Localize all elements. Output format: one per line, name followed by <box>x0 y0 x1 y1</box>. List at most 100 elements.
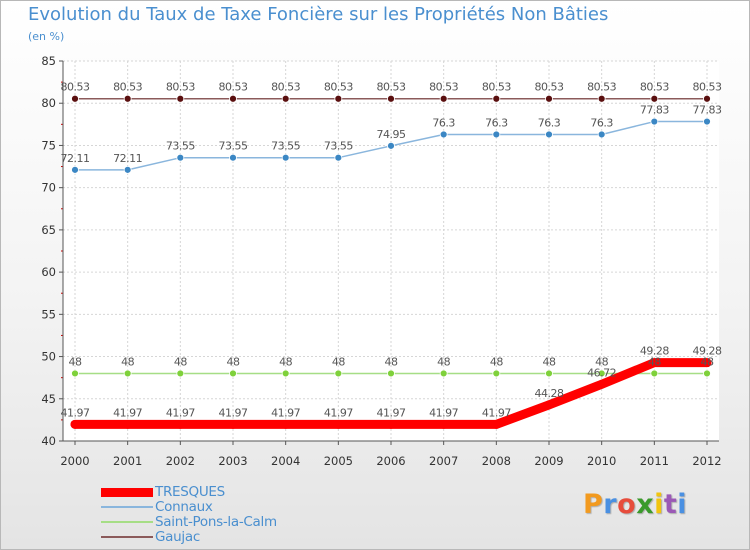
data-point <box>492 369 501 378</box>
data-label: 48 <box>490 355 503 368</box>
chart-unit-label: (en %) <box>28 30 65 43</box>
legend-label: TRESQUES <box>155 484 225 500</box>
data-label: 72.11 <box>113 152 142 165</box>
brand-logo: Proxiti <box>583 489 687 520</box>
data-point <box>176 94 185 103</box>
x-tick-label: 2005 <box>324 454 353 468</box>
data-label: 80.53 <box>377 81 406 94</box>
data-point <box>703 369 711 378</box>
data-point <box>71 165 79 174</box>
data-point <box>387 141 395 150</box>
x-tick-label: 2008 <box>482 454 511 468</box>
legend-swatch <box>101 536 153 538</box>
x-tick-label: 2010 <box>587 454 616 468</box>
brand-letter: o <box>617 489 637 520</box>
data-label: 73.55 <box>166 140 195 153</box>
data-label: 48 <box>648 355 661 368</box>
x-tick-label: 2012 <box>692 454 721 468</box>
data-point <box>597 130 606 139</box>
data-label: 41.97 <box>166 406 195 419</box>
data-point <box>281 419 291 429</box>
data-label: 41.97 <box>482 406 511 419</box>
data-point <box>229 94 237 103</box>
data-point <box>176 369 185 378</box>
data-label: 80.53 <box>640 81 669 94</box>
data-label: 80.53 <box>482 81 511 94</box>
data-label: 72.11 <box>61 152 90 165</box>
data-label: 73.55 <box>219 140 248 153</box>
data-point <box>334 153 343 162</box>
data-point <box>175 419 185 429</box>
data-label: 80.53 <box>113 81 142 94</box>
chart-legend: TRESQUES Connaux Saint-Pons-la-Calm Gaujac <box>101 484 361 545</box>
data-label: 73.55 <box>271 140 300 153</box>
data-label: 76.3 <box>590 116 613 129</box>
legend-item: Connaux <box>101 499 361 515</box>
data-label: 46.72 <box>587 366 616 379</box>
y-tick-label: 85 <box>41 54 56 68</box>
data-point <box>281 153 290 162</box>
y-tick-label: 40 <box>41 434 56 448</box>
data-point <box>439 369 448 378</box>
data-point <box>123 369 132 378</box>
data-label: 80.53 <box>166 81 195 94</box>
legend-item: Saint-Pons-la-Calm <box>101 514 361 530</box>
y-tick-label: 80 <box>41 96 56 110</box>
y-tick-label: 50 <box>41 350 56 364</box>
data-point <box>123 94 132 103</box>
data-point <box>281 369 290 378</box>
y-tick-label: 65 <box>41 223 56 237</box>
data-label: 48 <box>543 355 556 368</box>
data-label: 48 <box>69 355 82 368</box>
data-label: 76.3 <box>485 116 508 129</box>
data-label: 48 <box>701 355 714 368</box>
legend-item: TRESQUES <box>101 484 361 500</box>
brand-letter: i <box>677 489 688 520</box>
data-label: 73.55 <box>324 140 353 153</box>
data-point <box>123 165 132 174</box>
data-label: 48 <box>385 355 398 368</box>
data-label: 41.97 <box>324 406 353 419</box>
data-label: 41.97 <box>377 406 406 419</box>
legend-item: Gaujac <box>101 529 361 545</box>
y-tick-label: 75 <box>41 138 56 152</box>
chart-title: Evolution du Taux de Taxe Foncière sur l… <box>28 4 609 25</box>
data-point <box>544 400 554 410</box>
x-tick-label: 2011 <box>640 454 669 468</box>
data-point <box>228 419 238 429</box>
x-tick-label: 2000 <box>60 454 89 468</box>
data-label: 77.83 <box>693 104 722 117</box>
data-label: 80.53 <box>271 81 300 94</box>
data-point <box>386 419 396 429</box>
data-point <box>333 419 343 429</box>
data-label: 48 <box>121 355 134 368</box>
x-tick-label: 2007 <box>429 454 458 468</box>
data-point <box>650 94 659 103</box>
data-point <box>597 369 606 378</box>
x-tick-label: 2003 <box>218 454 247 468</box>
data-point <box>71 369 79 378</box>
x-tick-label: 2006 <box>376 454 405 468</box>
data-point <box>492 130 501 139</box>
data-label: 48 <box>332 355 345 368</box>
data-point <box>439 130 448 139</box>
data-label: 80.53 <box>324 81 353 94</box>
data-label: 41.97 <box>61 406 90 419</box>
x-tick-label: 2004 <box>271 454 300 468</box>
data-label: 80.53 <box>693 81 722 94</box>
data-point <box>492 94 501 103</box>
data-point <box>176 153 185 162</box>
data-point <box>491 419 501 429</box>
data-point <box>545 369 553 378</box>
data-point <box>71 94 79 103</box>
data-label: 80.53 <box>535 81 564 94</box>
data-label: 74.95 <box>377 128 406 141</box>
data-point <box>597 379 607 389</box>
data-point <box>650 117 659 126</box>
data-label: 48 <box>595 355 608 368</box>
data-point <box>545 94 553 103</box>
legend-swatch <box>101 506 153 508</box>
y-tick-label: 70 <box>41 181 56 195</box>
data-label: 77.83 <box>640 104 669 117</box>
